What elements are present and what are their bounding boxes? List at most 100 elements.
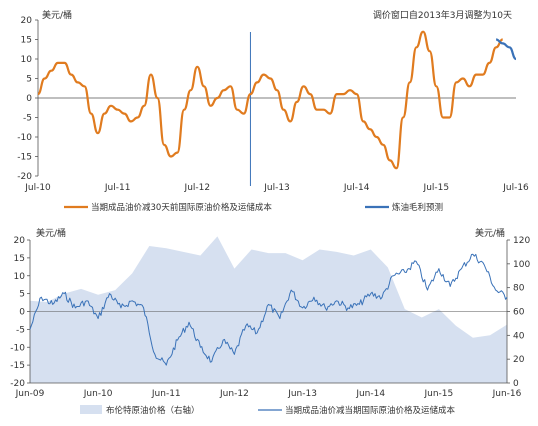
top-series-point-0 [489,62,490,63]
margin-line-point [393,275,394,276]
bottom-x-tick-label: Jun-14 [355,389,385,399]
top-y-tick-label: 10 [21,55,33,65]
top-series-point-0 [104,113,105,114]
bottom-left-tick-label: 0 [19,308,25,318]
bottom-x-tick-label: Jun-10 [83,389,113,399]
bottom-unit-label-right: 美元/桶 [475,227,505,239]
top-series-point-0 [44,78,45,79]
top-series-point-0 [276,90,277,91]
top-series-point-0 [51,70,52,71]
top-series-point-0 [177,152,178,153]
bottom-left-tick-label: -20 [10,379,25,389]
brent-area-point [217,236,218,237]
margin-line-point [75,307,76,308]
bottom-left-tick-label: 10 [14,272,26,282]
margin-line-point [64,293,65,294]
top-series-point-0 [462,78,463,79]
top-series-point-1 [515,58,516,59]
bottom-x-tick-label: Jun-11 [151,389,181,399]
margin-line-point [41,297,42,298]
brent-area-point [455,325,456,326]
margin-line-point [143,307,144,308]
brent-area-point [132,273,133,274]
top-series-point-0 [237,109,238,110]
top-series-point-0 [144,105,145,106]
top-x-tick-label: Jul-13 [263,183,290,193]
top-series-point-0 [150,74,151,75]
brent-area-point [421,317,422,318]
margin-line-point [109,293,110,294]
brent-area-point [472,337,473,338]
top-y-tick-label: -20 [17,172,32,182]
top-series-point-0 [157,97,158,98]
top-y-tick-label: 15 [21,36,32,46]
margin-line-point [416,261,417,262]
top-series-point-0 [230,86,231,87]
top-series-point-1 [496,39,497,40]
margin-line-point [86,300,87,301]
top-series-point-0 [263,74,264,75]
top-series-point-0 [469,86,470,87]
top-series-line-1 [495,38,517,61]
top-series-point-0 [124,113,125,114]
top-series-point-0 [84,86,85,87]
top-series-point-0 [296,101,297,102]
top-series-point-0 [496,47,497,48]
top-series-point-0 [77,82,78,83]
top-series-point-0 [91,113,92,114]
margin-line-point [302,307,303,308]
bottom-right-tick-label: 100 [513,260,530,270]
top-legend-label-0: 当期成品油价减30天前国际原油价格及运储成本 [91,202,272,213]
bottom-right-tick-label: 120 [513,236,530,246]
margin-line-point [382,297,383,298]
top-series-point-0 [190,90,191,91]
margin-line-point [188,322,189,323]
bottom-right-tick-label: 20 [513,355,525,365]
margin-line-point [154,354,155,355]
top-series-point-0 [57,62,58,63]
bottom-left-tick-label: -5 [16,325,25,335]
top-series-point-0 [336,94,337,95]
top-y-tick-label: 5 [26,75,32,85]
margin-line-point [313,297,314,298]
brent-area-point [285,253,286,254]
top-series-point-0 [210,105,211,106]
margin-line-point [325,307,326,308]
bottom-x-tick-label: Jun-09 [15,389,45,399]
bottom-left-tick-label: -15 [10,361,25,371]
top-series-point-0 [349,90,350,91]
bottom-left-tick-label: 15 [14,254,25,264]
top-series-point-0 [403,117,404,118]
brent-area-point [404,309,405,310]
top-series-point-0 [376,136,377,137]
top-series-point-0 [303,86,304,87]
top-series-point-0 [250,94,251,95]
top-series-point-0 [37,94,38,95]
top-series-point-0 [164,144,165,145]
top-series-point-0 [257,82,258,83]
top-series-point-0 [330,113,331,114]
top-y-tick-label: 0 [26,94,32,104]
top-series-point-0 [223,90,224,91]
top-y-tick-label: -5 [23,114,32,124]
brent-area-point [234,268,235,269]
brent-area-point [149,245,150,246]
top-series-point-0 [283,109,284,110]
bottom-x-tick-label: Jun-15 [423,389,453,399]
top-series-point-0 [170,156,171,157]
top-series-line-0 [37,30,504,170]
top-series-point-0 [323,109,324,110]
top-y-tick-label: -15 [17,153,32,163]
brent-area-point [489,335,490,336]
top-series-point-0 [356,94,357,95]
top-series-point-0 [243,113,244,114]
top-series-point-0 [290,121,291,122]
margin-line-point [223,340,224,341]
bottom-legend-label-1: 当期成品油价减当期国际原油价格及运储成本 [285,405,456,416]
top-series-point-0 [363,121,364,122]
top-series-point-0 [97,133,98,134]
top-series-point-0 [423,31,424,32]
top-series-point-0 [476,74,477,75]
top-x-tick-label: Jul-16 [502,183,529,193]
